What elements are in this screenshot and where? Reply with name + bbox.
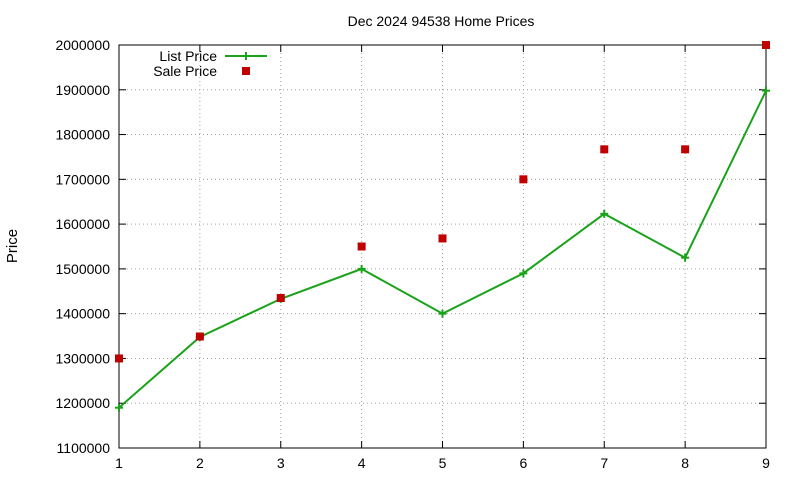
x-tick-label: 2 bbox=[196, 455, 204, 471]
tick-labels: 1100000 1200000 1300000 1400000 1500000 16000… bbox=[55, 37, 770, 471]
plot-border bbox=[118, 44, 767, 449]
list-price-point bbox=[519, 269, 528, 278]
y-tick-label: 2000000 bbox=[55, 37, 110, 53]
legend: List Price Sale Price bbox=[153, 48, 267, 79]
x-tick-label: 8 bbox=[681, 455, 689, 471]
sale-price-point bbox=[438, 234, 447, 243]
y-tick-label: 1900000 bbox=[55, 82, 110, 98]
legend-label-sale-price: Sale Price bbox=[153, 63, 217, 79]
sale-price-point bbox=[762, 41, 770, 49]
y-tick-label: 1700000 bbox=[55, 171, 110, 187]
sale-price-point bbox=[276, 293, 285, 302]
grid-lines bbox=[119, 45, 766, 448]
y-tick-label: 1800000 bbox=[55, 127, 110, 143]
legend-sample-sale-price bbox=[242, 67, 250, 75]
chart-title: Dec 2024 94538 Home Prices bbox=[348, 13, 535, 29]
sale-price-point bbox=[519, 175, 528, 184]
legend-label-list-price: List Price bbox=[159, 48, 217, 64]
x-tick-label: 1 bbox=[115, 455, 123, 471]
axes bbox=[118, 44, 767, 449]
sale-price-point bbox=[600, 145, 609, 154]
list-price-point bbox=[357, 264, 366, 273]
x-tick-label: 9 bbox=[762, 455, 770, 471]
y-tick-label: 1100000 bbox=[57, 440, 111, 456]
x-tick-label: 4 bbox=[358, 455, 366, 471]
y-tick-label: 1400000 bbox=[55, 306, 110, 322]
x-tick-label: 3 bbox=[277, 455, 285, 471]
x-tick-label: 5 bbox=[439, 455, 447, 471]
sale-price-point bbox=[115, 354, 123, 363]
list-price-point bbox=[762, 86, 770, 95]
series-marks bbox=[115, 41, 770, 412]
list-price-point bbox=[438, 309, 447, 318]
y-tick-label: 1300000 bbox=[55, 350, 110, 366]
sale-price-point bbox=[195, 332, 204, 341]
list-price-point bbox=[115, 403, 123, 412]
y-axis-label: Price bbox=[4, 229, 21, 263]
x-tick-label: 7 bbox=[600, 455, 608, 471]
list-price-point bbox=[681, 253, 690, 262]
sale-price-point bbox=[357, 242, 366, 251]
list-price-point bbox=[600, 209, 609, 218]
y-tick-label: 1600000 bbox=[55, 216, 110, 232]
y-tick-label: 1500000 bbox=[55, 261, 110, 277]
sale-price-point bbox=[681, 145, 690, 154]
x-tick-label: 6 bbox=[519, 455, 527, 471]
y-tick-label: 1200000 bbox=[55, 395, 110, 411]
